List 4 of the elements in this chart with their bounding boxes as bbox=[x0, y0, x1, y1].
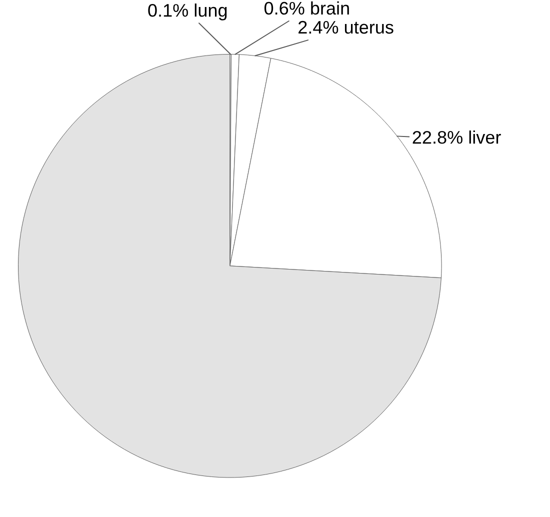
slice-label: 22.8% liver bbox=[412, 130, 501, 144]
slice-label: 2.4% uterus bbox=[298, 20, 394, 34]
slice-label: 0.6% brain bbox=[264, 1, 349, 15]
slice-label: 0.1% lung bbox=[148, 4, 227, 20]
